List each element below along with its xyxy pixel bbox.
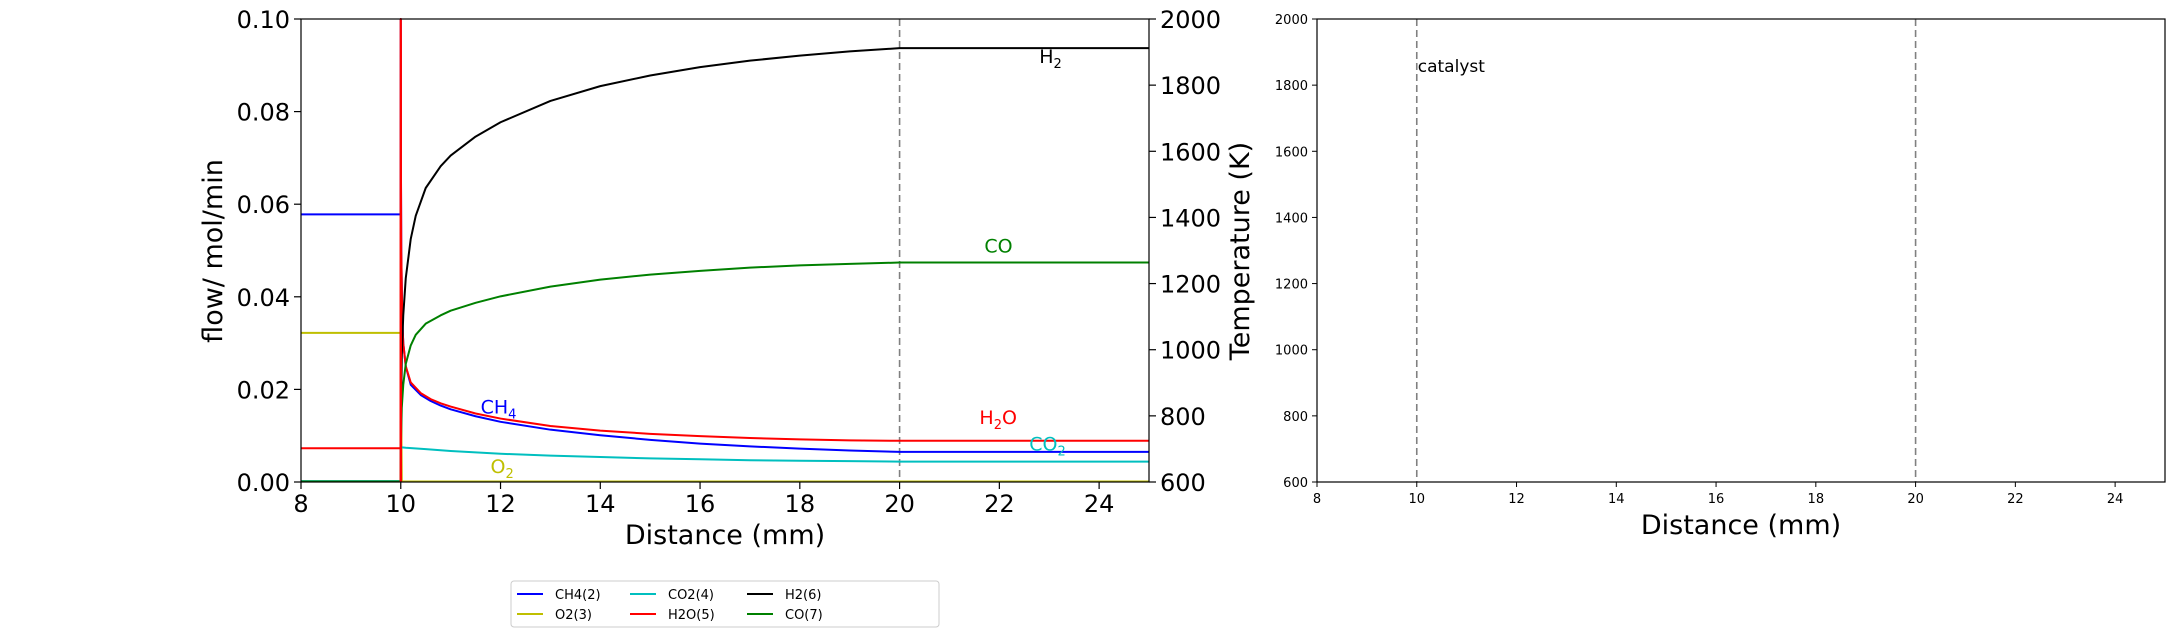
flow-x-ticks: 8 10 12 14 16 18 20 22 24: [293, 482, 1114, 518]
temperature-catalyst-lines: [1415, 19, 1917, 482]
flow-y-axis-label: flow/ mol/min: [198, 159, 229, 343]
x-tick-label: 14: [1608, 492, 1625, 507]
x-tick-label: 14: [585, 490, 616, 518]
x-tick-label: 18: [1808, 492, 1825, 507]
temperature-x-axis-label: Distance (mm): [1641, 510, 1841, 541]
x-tick-label: 8: [293, 490, 308, 518]
x-tick-label: 22: [2007, 492, 2024, 507]
x-tick-label: 8: [1313, 492, 1321, 507]
y-tick-label: 1200: [1275, 278, 1308, 293]
temperature-plot-y-ticks: 600 800 1000 1200 1400 1600 1800 2000: [1275, 13, 1317, 491]
series-line-co2-4: [301, 446, 1149, 483]
x-tick-label: 22: [984, 490, 1015, 518]
temperature-y-axis-label: Temperature (K): [1225, 142, 1256, 361]
y-tick-label: 800: [1283, 410, 1308, 425]
legend: CH4(2) O2(3) CO2(4) H2O(5) H2(6) CO(7): [510, 580, 940, 628]
y-tick-label: 0.10: [237, 6, 290, 34]
y2-tick-label: 1600: [1160, 138, 1221, 166]
x-tick-label: 24: [1084, 490, 1115, 518]
flow-plot-frame: [300, 18, 1150, 483]
legend-frame: [510, 580, 940, 628]
series-line-h2o-5: [301, 18, 1149, 450]
x-tick-label: 16: [1708, 492, 1725, 507]
y-tick-label: 1600: [1275, 145, 1308, 160]
y-tick-label: 0.08: [237, 99, 290, 127]
legend-items: CH4(2) O2(3) CO2(4) H2O(5) H2(6) CO(7): [517, 588, 823, 623]
species-label: CO2: [1029, 434, 1066, 460]
flow-x-axis-label: Distance (mm): [625, 520, 825, 551]
flow-series-annotations: H2 CO CH4 H2O CO2 O2: [481, 46, 1066, 482]
legend-label: H2(6): [785, 588, 821, 603]
y2-tick-label: 1800: [1160, 72, 1221, 100]
species-label: O2: [491, 456, 514, 482]
temperature-y-ticks: 600 800 1000 1200 1400 1600 1800 2000: [1149, 6, 1221, 497]
legend-label: CH4(2): [555, 588, 601, 603]
y-tick-label: 0.00: [237, 469, 290, 497]
x-tick-label: 12: [1508, 492, 1525, 507]
temperature-axes: catalyst 8 10 12 14 16 18 20 22 24 600 800 1000 120…: [1275, 13, 2166, 541]
y2-tick-label: 600: [1160, 469, 1206, 497]
y2-tick-label: 1000: [1160, 337, 1221, 365]
temperature-annotations: catalyst: [1418, 57, 1485, 77]
x-tick-label: 20: [884, 490, 915, 518]
species-label: CH4: [481, 396, 517, 422]
y-tick-label: 600: [1283, 476, 1308, 491]
x-tick-label: 12: [485, 490, 516, 518]
temperature-x-ticks: 8 10 12 14 16 18 20 22 24: [1313, 482, 2124, 507]
y2-tick-label: 1400: [1160, 204, 1221, 232]
x-tick-label: 10: [385, 490, 416, 518]
series-line-ch4-2: [301, 18, 1149, 453]
legend-label: CO(7): [785, 608, 823, 623]
x-tick-label: 24: [2107, 492, 2124, 507]
y2-tick-label: 2000: [1160, 6, 1221, 34]
species-label: H2O: [979, 407, 1017, 433]
temperature-plot-frame: [1316, 18, 2166, 483]
y-tick-label: 1800: [1275, 79, 1308, 94]
y-tick-label: 1000: [1275, 344, 1308, 359]
legend-label: O2(3): [555, 608, 592, 623]
x-tick-label: 10: [1408, 492, 1425, 507]
y-tick-label: 1400: [1275, 211, 1308, 226]
x-tick-label: 18: [785, 490, 816, 518]
species-label: H2: [1039, 46, 1062, 72]
catalyst-label: catalyst: [1418, 57, 1485, 77]
y-tick-label: 2000: [1275, 13, 1308, 28]
y-tick-label: 0.04: [237, 284, 290, 312]
flow-series-lines: [301, 18, 1149, 483]
x-tick-label: 20: [1907, 492, 1924, 507]
y2-tick-label: 800: [1160, 403, 1206, 431]
y2-tick-label: 1200: [1160, 271, 1221, 299]
legend-label: H2O(5): [668, 608, 715, 623]
flow-y-ticks: 0.00 0.02 0.04 0.06 0.08 0.10: [237, 6, 301, 497]
legend-label: CO2(4): [668, 588, 714, 603]
species-label: CO: [984, 235, 1012, 257]
y-tick-label: 0.02: [237, 376, 290, 404]
series-line-h2-6: [301, 47, 1149, 483]
x-tick-label: 16: [685, 490, 716, 518]
y-tick-label: 0.06: [237, 191, 290, 219]
